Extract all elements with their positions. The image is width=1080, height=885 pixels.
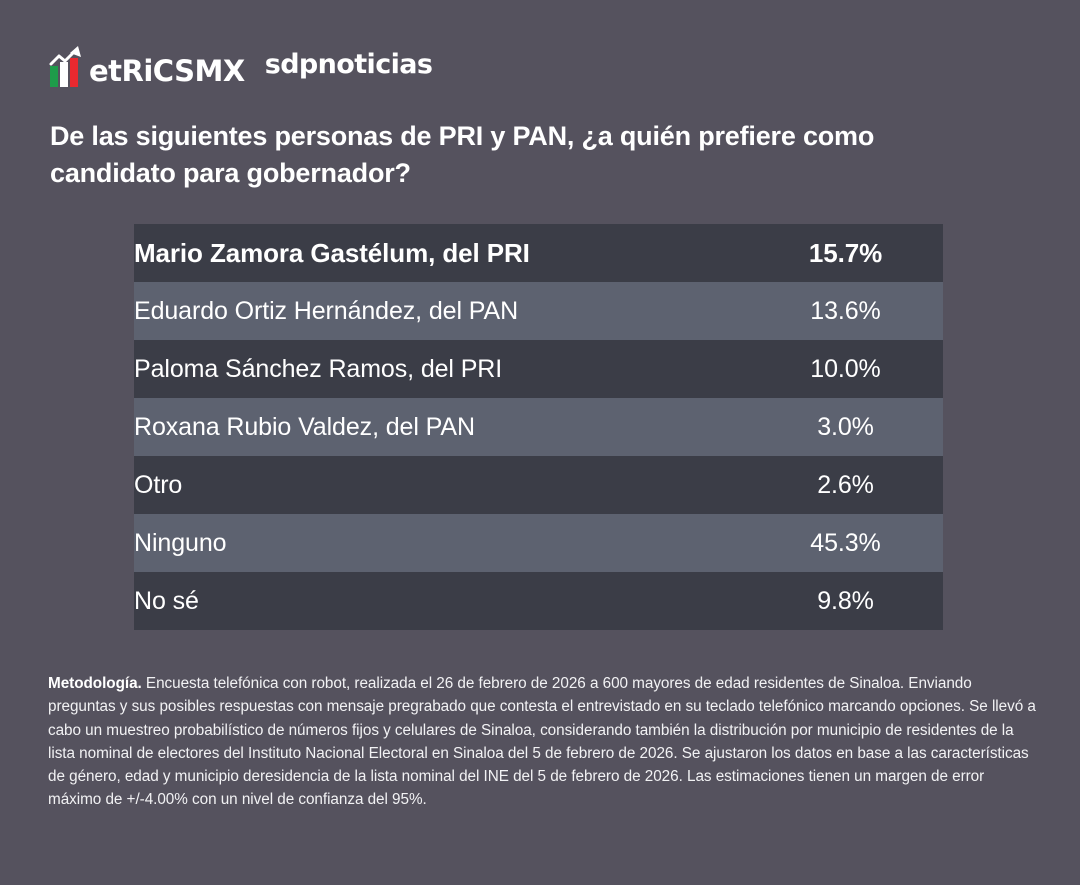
methodology-heading: Metodología.: [48, 675, 142, 692]
candidate-percent: 13.6%: [748, 282, 943, 340]
bar-chart-arrow-icon: [48, 44, 88, 88]
methodology-body: Encuesta telefónica con robot, realizada…: [48, 675, 1036, 809]
table-row: Roxana Rubio Valdez, del PAN 3.0%: [134, 398, 943, 456]
table-row: Otro 2.6%: [134, 456, 943, 514]
methodology-note: Metodología. Encuesta telefónica con rob…: [48, 672, 1038, 812]
table-row: Mario Zamora Gastélum, del PRI 15.7%: [134, 224, 943, 282]
poll-results-body: Mario Zamora Gastélum, del PRI 15.7% Edu…: [134, 224, 943, 630]
table-row: Eduardo Ortiz Hernández, del PAN 13.6%: [134, 282, 943, 340]
candidate-label: No sé: [134, 572, 748, 630]
brand-bar: etRiCSMX sdpnoticias: [48, 42, 433, 90]
candidate-label: Mario Zamora Gastélum, del PRI: [134, 224, 748, 282]
metricsmx-wordmark: etRiCSMX: [89, 54, 245, 88]
sdpnoticias-wordmark: sdpnoticias: [264, 48, 433, 80]
candidate-percent: 9.8%: [748, 572, 943, 630]
poll-results-table: Mario Zamora Gastélum, del PRI 15.7% Edu…: [134, 224, 943, 630]
poll-question: De las siguientes personas de PRI y PAN,…: [50, 121, 875, 188]
candidate-label: Ninguno: [134, 514, 748, 572]
candidate-percent: 45.3%: [748, 514, 943, 572]
candidate-label: Roxana Rubio Valdez, del PAN: [134, 398, 748, 456]
candidate-percent: 15.7%: [748, 224, 943, 282]
candidate-label: Paloma Sánchez Ramos, del PRI: [134, 340, 748, 398]
metricsmx-logo: etRiCSMX: [48, 44, 245, 88]
table-row: Paloma Sánchez Ramos, del PRI 10.0%: [134, 340, 943, 398]
table-row: No sé 9.8%: [134, 572, 943, 630]
candidate-label: Otro: [134, 456, 748, 514]
candidate-percent: 2.6%: [748, 456, 943, 514]
table-row: Ninguno 45.3%: [134, 514, 943, 572]
candidate-label: Eduardo Ortiz Hernández, del PAN: [134, 282, 748, 340]
candidate-percent: 10.0%: [748, 340, 943, 398]
candidate-percent: 3.0%: [748, 398, 943, 456]
